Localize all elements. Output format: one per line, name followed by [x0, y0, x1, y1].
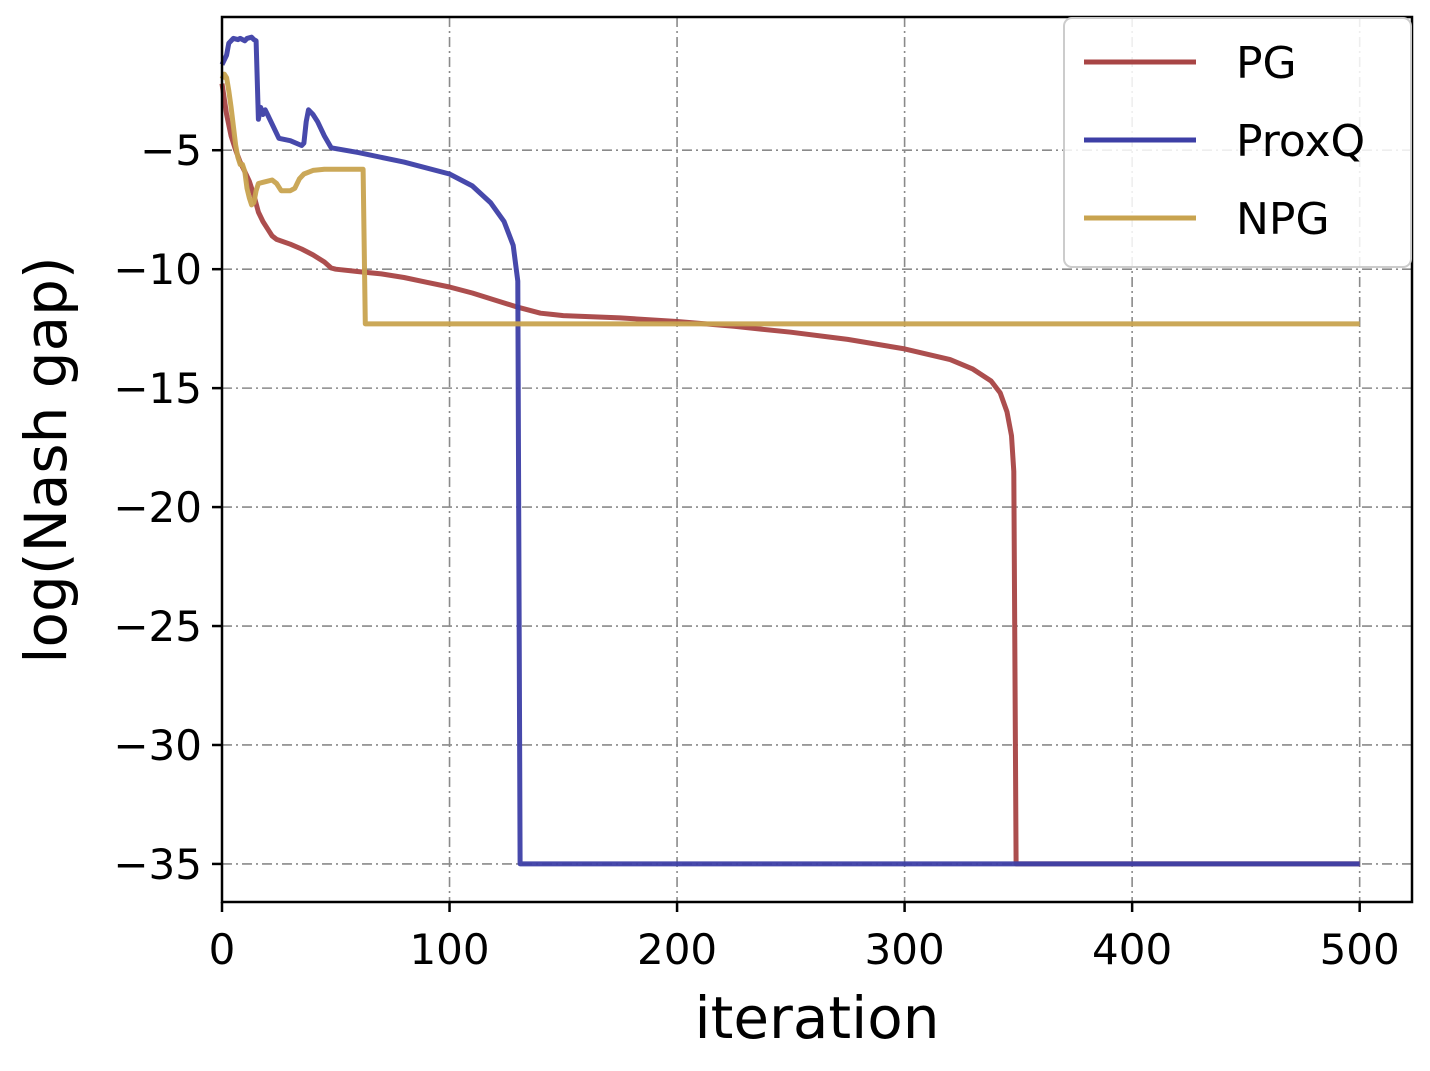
legend-label-pg: PG [1236, 38, 1297, 89]
series-line-proxq [219, 34, 1360, 867]
y-tick-label: −5 [140, 126, 202, 175]
y-tick-label: −25 [113, 602, 202, 651]
y-tick-label: −15 [113, 364, 202, 413]
x-axis-title: iteration [694, 984, 939, 1052]
y-axis-title: log(Nash gap) [12, 256, 80, 663]
x-tick-label: 0 [209, 925, 236, 974]
legend-box [1063, 17, 1412, 268]
x-tick-label: 500 [1320, 925, 1400, 974]
legend-label-proxq: ProxQ [1236, 116, 1365, 167]
x-tick-label: 300 [865, 925, 945, 974]
y-tick-label: −20 [113, 483, 202, 532]
y-tick-label: −30 [113, 721, 202, 770]
y-tick-label: −10 [113, 245, 202, 294]
series-line-npg [219, 71, 1360, 327]
x-tick-label: 400 [1092, 925, 1172, 974]
x-tick-label: 200 [637, 925, 717, 974]
legend: PG ProxQ NPG [1063, 17, 1412, 268]
x-tick-label: 100 [409, 925, 489, 974]
plot-frame [220, 15, 1414, 904]
legend-label-npg: NPG [1236, 194, 1330, 245]
y-tick-label: −35 [113, 840, 202, 889]
ticks-layer: 0 100 200 300 400 500 −5 −10 −15 −20 −25 −30 −35 [113, 126, 1399, 974]
series-layer [219, 34, 1360, 867]
